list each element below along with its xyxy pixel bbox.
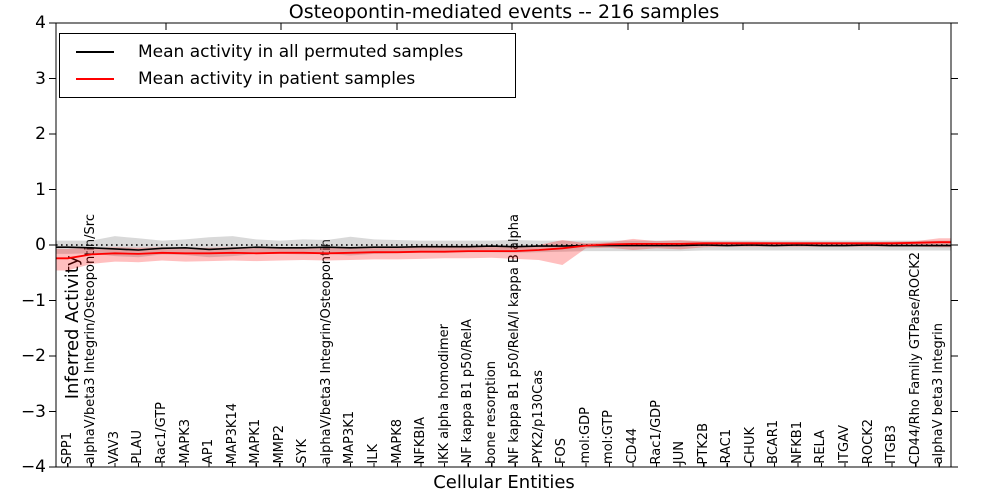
- y-tick-label: −2: [20, 346, 46, 366]
- x-axis-label: Cellular Entities: [433, 472, 575, 493]
- y-tick-label: −4: [20, 457, 46, 477]
- axis-ticks: [49, 22, 958, 468]
- legend-label-permuted: Mean activity in all permuted samples: [138, 42, 464, 62]
- legend-entry-patient: Mean activity in patient samples: [76, 69, 515, 89]
- y-tick-label: −1: [20, 290, 46, 311]
- legend: Mean activity in all permuted samples Me…: [59, 33, 516, 98]
- y-tick-label: 3: [35, 68, 46, 89]
- chart-title: Osteopontin-mediated events -- 216 sampl…: [288, 1, 720, 23]
- y-tick-label: 2: [35, 124, 46, 144]
- legend-entry-permuted: Mean activity in all permuted samples: [76, 42, 515, 62]
- series-line-patient: [56, 241, 951, 260]
- legend-label-patient: Mean activity in patient samples: [138, 69, 416, 89]
- y-tick-label: 0: [35, 235, 46, 255]
- legend-line-sample-black: [76, 51, 114, 53]
- y-tick-label: −3: [20, 401, 46, 422]
- y-tick-label: 4: [35, 13, 46, 33]
- series-line-permuted: [56, 244, 951, 251]
- legend-line-sample-red: [76, 78, 114, 80]
- y-tick-label: 1: [35, 179, 46, 200]
